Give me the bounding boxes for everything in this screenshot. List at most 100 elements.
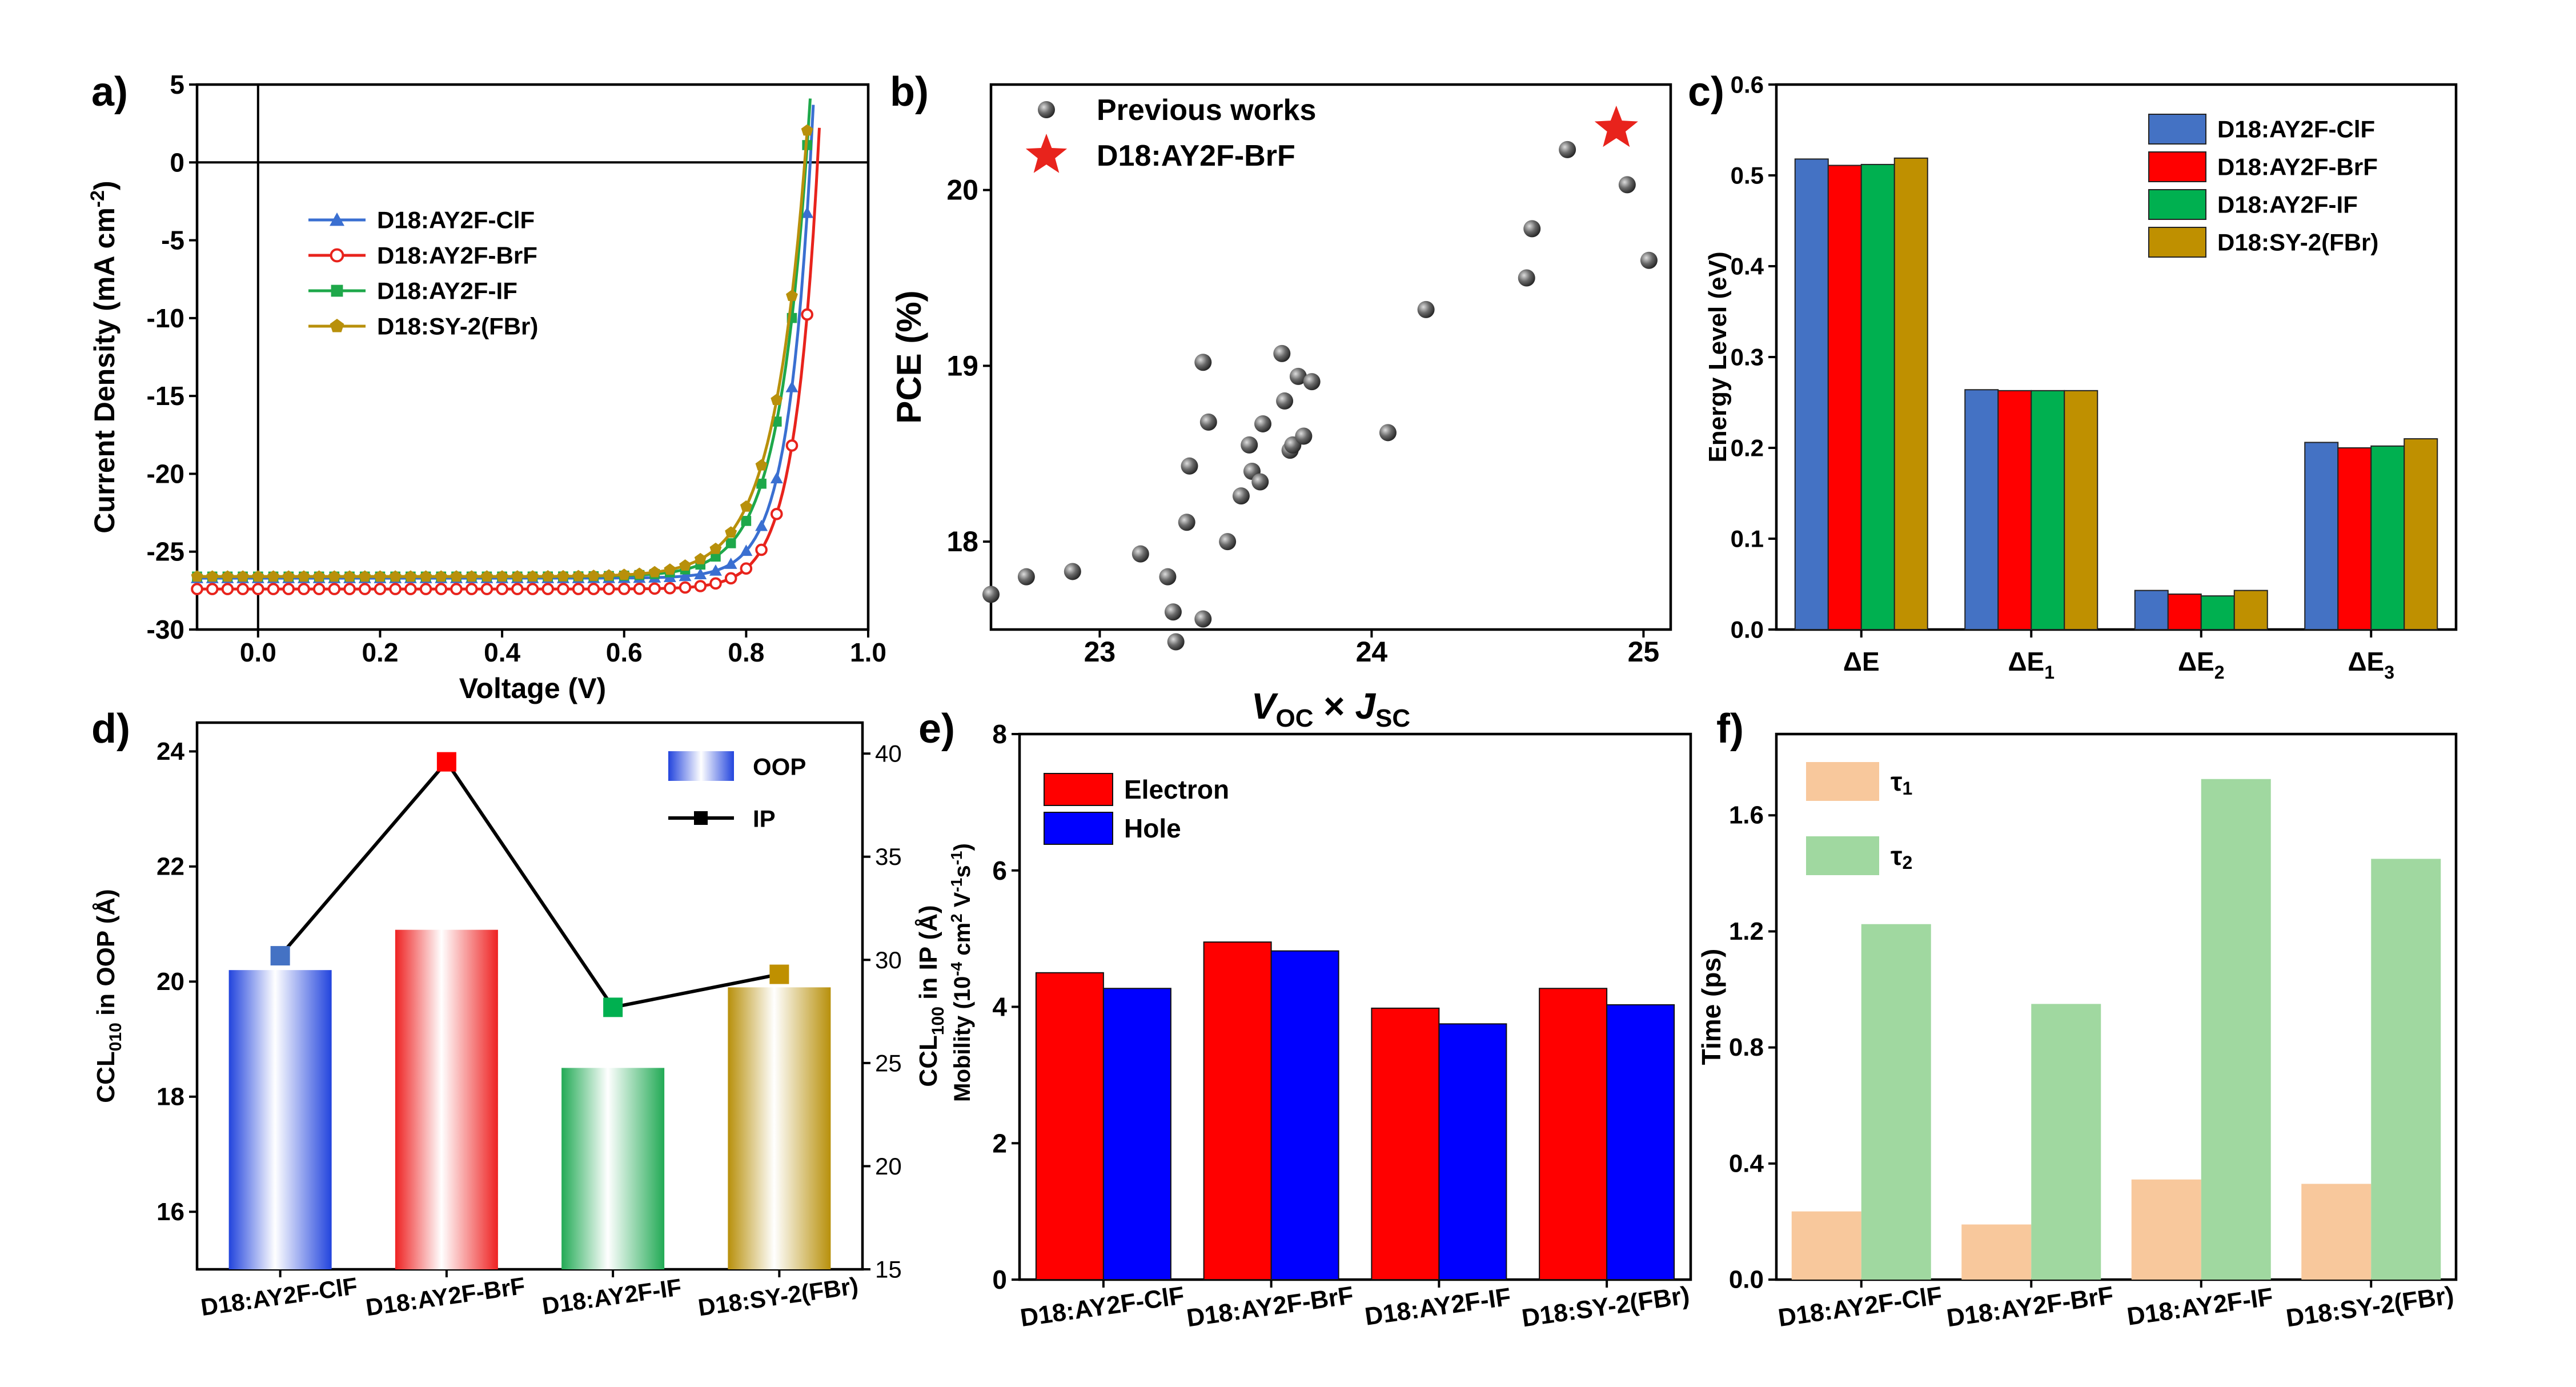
marker-circle (587, 583, 600, 595)
scatter-point (1194, 354, 1212, 371)
marker-pentagon (709, 542, 722, 554)
scatter-point (1618, 176, 1636, 194)
category-label: ΔE1 (2008, 647, 2055, 683)
y-label-sup: -1 (948, 851, 965, 865)
legend-label: D18:AY2F-IF (2217, 191, 2358, 218)
y-tick-label: -25 (147, 537, 184, 567)
y-label-part: cm (950, 923, 975, 962)
y-axis-label: Current Density (mA cm-2) (87, 181, 121, 533)
y-tick-label: 1.2 (1729, 917, 1764, 945)
category-sub: 3 (2384, 662, 2394, 683)
legend-swatch (1044, 812, 1113, 845)
marker-circle (330, 248, 344, 263)
legend-star (1025, 134, 1068, 173)
oop-bar (395, 929, 498, 1269)
x-tick-label: 1.0 (850, 638, 886, 667)
category-main: ΔE (2008, 647, 2044, 676)
y-axis-label: Time (ps) (1696, 949, 1726, 1065)
legend-swatch (1806, 762, 1879, 801)
marker-pentagon (328, 570, 340, 582)
marker-pentagon (206, 570, 219, 582)
ip-marker (603, 997, 623, 1017)
marker-pentagon (480, 570, 493, 582)
mobility-bar (1606, 1004, 1675, 1280)
legend-label: D18:AY2F-BrF (1097, 139, 1295, 173)
x-label-sub: OC (1276, 704, 1314, 732)
marker-pentagon (771, 394, 783, 406)
marker-pentagon (694, 552, 707, 564)
y-label-sup: 2 (948, 913, 965, 923)
category-label: ΔE2 (2178, 647, 2225, 683)
marker-circle (526, 583, 539, 595)
y-axis-label: Mobility (10-4 cm2 V-1s-1) (948, 843, 975, 1102)
scatter-point (1131, 545, 1149, 563)
panel-label: c) (1688, 69, 1724, 115)
marker-pentagon (587, 570, 600, 582)
y-tick-label: 0.2 (1731, 435, 1764, 462)
scatter-point (1194, 610, 1212, 628)
y-label-sup: -2 (87, 190, 109, 207)
marker-pentagon (330, 319, 344, 332)
marker-circle (374, 583, 387, 595)
marker-pentagon (313, 570, 326, 582)
x-axis-label: VOC × JSC (1251, 686, 1410, 732)
marker-pentagon (282, 570, 295, 582)
y-label-part: Mobility (10 (950, 976, 975, 1102)
marker-pentagon (572, 570, 585, 582)
y-tick-label: 8 (992, 719, 1007, 749)
category-sub: 1 (2044, 662, 2055, 683)
scatter-point (1640, 251, 1658, 269)
legend-marker (694, 811, 708, 825)
energy-bar (1893, 157, 1928, 631)
scatter-point (1379, 424, 1397, 442)
marker-triangle (330, 213, 344, 226)
marker-pentagon (252, 570, 264, 582)
oop-bar (728, 987, 831, 1269)
marker-circle (541, 583, 555, 595)
marker-square (711, 551, 721, 562)
category-label: D18:AY2F-IF (2125, 1282, 2275, 1330)
legend-swatch (1044, 773, 1113, 806)
jv-curve (197, 127, 821, 591)
x-tick-label: 23 (1084, 636, 1116, 668)
scatter-point (1289, 367, 1307, 385)
marker-pentagon (404, 570, 417, 582)
marker-circle (617, 583, 631, 595)
scatter-point (1303, 373, 1321, 391)
legend-swatch (1806, 836, 1879, 875)
marker-pentagon (633, 567, 645, 579)
marker-circle (252, 583, 264, 595)
mobility-bar (1203, 941, 1272, 1280)
category-label: D18:AY2F-IF (1363, 1282, 1512, 1330)
scatter-point (1241, 436, 1258, 454)
plot-frame-d (195, 721, 864, 1271)
x-label-part: J (1355, 686, 1376, 727)
legend-label: IP (753, 805, 776, 832)
scatter-point (1219, 533, 1237, 551)
marker-pentagon (343, 570, 356, 582)
mobility-bar (1371, 1007, 1440, 1280)
y-label-sup: -4 (948, 961, 965, 976)
scatter-point (1232, 487, 1250, 505)
scatter-point (1254, 415, 1271, 432)
y-label-sub: 010 (106, 1023, 125, 1051)
marker-pentagon (221, 570, 234, 582)
panel-label: e) (918, 706, 955, 752)
y2-label-sub: 100 (929, 1007, 948, 1035)
category-label: D18:AY2F-BrF (1945, 1281, 2115, 1332)
y-tick-label: 0 (992, 1265, 1007, 1294)
y-tick-label: 20 (946, 174, 978, 206)
scatter-point (1276, 392, 1294, 410)
marker-circle (694, 580, 707, 592)
y-tick-label: 1.6 (1729, 801, 1764, 829)
scatter-star (1594, 105, 1638, 147)
marker-circle (511, 583, 524, 595)
category-label: D18:AY2F-ClF (1018, 1281, 1186, 1332)
y-label-part: Current Density (mA cm (89, 207, 121, 533)
y-tick-label: 2 (992, 1128, 1007, 1158)
legend-sub: 1 (1903, 778, 1913, 799)
y-tick-label: 24 (157, 737, 184, 765)
marker-square (331, 284, 343, 297)
marker-pentagon (679, 559, 692, 571)
